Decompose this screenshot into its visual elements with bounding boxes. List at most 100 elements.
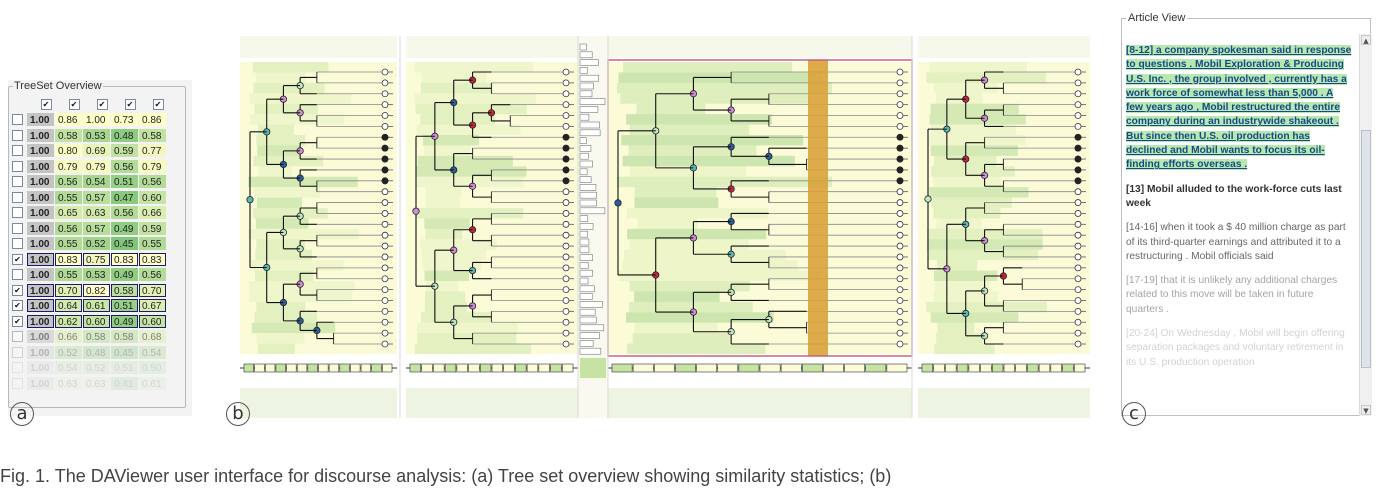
row-checkbox[interactable] bbox=[12, 176, 23, 188]
similarity-cell[interactable]: 0.58 bbox=[139, 128, 166, 142]
row-checkbox[interactable] bbox=[12, 362, 23, 374]
similarity-cell[interactable]: 0.83 bbox=[139, 252, 166, 266]
table-row[interactable]: 1.00 0.56 0.57 0.49 0.59 bbox=[8, 221, 186, 237]
similarity-cell[interactable]: 0.62 bbox=[55, 314, 82, 328]
row-checkbox[interactable] bbox=[12, 377, 23, 389]
similarity-cell[interactable]: 0.51 bbox=[111, 299, 138, 313]
similarity-cell[interactable]: 0.86 bbox=[139, 113, 166, 127]
table-row[interactable]: 1.00 0.56 0.54 0.51 0.56 bbox=[8, 174, 186, 190]
similarity-cell[interactable]: 0.54 bbox=[83, 175, 110, 189]
table-row[interactable]: 1.00 0.65 0.63 0.56 0.66 bbox=[8, 205, 186, 221]
table-row[interactable]: 1.00 0.55 0.53 0.49 0.56 bbox=[8, 267, 186, 283]
row-checkbox[interactable] bbox=[12, 331, 23, 343]
similarity-cell[interactable]: 1.00 bbox=[27, 175, 54, 189]
tree-view-panel[interactable] bbox=[240, 36, 1093, 418]
similarity-cell[interactable]: 0.68 bbox=[139, 330, 166, 344]
similarity-cell[interactable]: 1.00 bbox=[27, 299, 54, 313]
article-paragraph[interactable]: [17-19] that it is unlikely any addition… bbox=[1126, 274, 1352, 317]
similarity-cell[interactable]: 0.58 bbox=[111, 283, 138, 297]
article-text-area[interactable]: [8-12] a company spokesman said in respo… bbox=[1126, 44, 1352, 416]
similarity-cell[interactable]: 0.49 bbox=[111, 314, 138, 328]
similarity-cell[interactable]: 0.61 bbox=[139, 376, 166, 390]
similarity-cell[interactable]: 0.45 bbox=[111, 237, 138, 251]
column-checkbox[interactable]: ✔ bbox=[152, 98, 164, 110]
similarity-cell[interactable]: 0.86 bbox=[55, 113, 82, 127]
similarity-cell[interactable]: 0.56 bbox=[139, 175, 166, 189]
column-checkbox[interactable]: ✔ bbox=[68, 98, 80, 110]
scroll-up-arrow-icon[interactable]: ▲ bbox=[1361, 35, 1371, 45]
similarity-cell[interactable]: 1.00 bbox=[27, 221, 54, 235]
similarity-cell[interactable]: 0.57 bbox=[83, 190, 110, 204]
similarity-cell[interactable]: 0.56 bbox=[111, 159, 138, 173]
table-row[interactable]: 1.00 0.55 0.52 0.45 0.55 bbox=[8, 236, 186, 252]
similarity-cell[interactable]: 0.66 bbox=[55, 330, 82, 344]
similarity-cell[interactable]: 0.58 bbox=[55, 128, 82, 142]
similarity-cell[interactable]: 1.00 bbox=[27, 252, 54, 266]
row-checkbox[interactable] bbox=[12, 238, 23, 250]
similarity-cell[interactable]: 0.69 bbox=[83, 144, 110, 158]
column-checkbox[interactable]: ✔ bbox=[40, 98, 52, 110]
similarity-cell[interactable]: 0.52 bbox=[55, 345, 82, 359]
similarity-cell[interactable]: 0.52 bbox=[83, 361, 110, 375]
similarity-cell[interactable]: 0.47 bbox=[111, 190, 138, 204]
similarity-cell[interactable]: 0.53 bbox=[83, 128, 110, 142]
similarity-cell[interactable]: 0.61 bbox=[83, 299, 110, 313]
similarity-cell[interactable]: 0.83 bbox=[55, 252, 82, 266]
scroll-down-arrow-icon[interactable]: ▼ bbox=[1361, 405, 1371, 415]
similarity-cell[interactable]: 0.63 bbox=[83, 376, 110, 390]
similarity-cell[interactable]: 1.00 bbox=[83, 113, 110, 127]
row-checkbox[interactable] bbox=[12, 222, 23, 234]
similarity-cell[interactable]: 0.65 bbox=[55, 206, 82, 220]
similarity-cell[interactable]: 0.70 bbox=[55, 283, 82, 297]
similarity-cell[interactable]: 1.00 bbox=[27, 206, 54, 220]
similarity-cell[interactable]: 0.51 bbox=[111, 175, 138, 189]
row-checkbox[interactable]: ✔ bbox=[12, 253, 23, 265]
similarity-cell[interactable]: 1.00 bbox=[27, 268, 54, 282]
similarity-cell[interactable]: 0.54 bbox=[139, 345, 166, 359]
table-row[interactable]: ✔ 1.00 0.83 0.75 0.83 0.83 bbox=[8, 252, 186, 268]
table-row[interactable]: ✔ 1.00 0.62 0.60 0.49 0.60 bbox=[8, 314, 186, 330]
similarity-cell[interactable]: 0.63 bbox=[83, 206, 110, 220]
row-checkbox[interactable] bbox=[12, 114, 23, 126]
similarity-cell[interactable]: 0.53 bbox=[83, 268, 110, 282]
table-row[interactable]: ✔ 1.00 0.64 0.61 0.51 0.67 bbox=[8, 298, 186, 314]
similarity-cell[interactable]: 0.63 bbox=[55, 376, 82, 390]
similarity-cell[interactable]: 0.48 bbox=[111, 128, 138, 142]
similarity-cell[interactable]: 1.00 bbox=[27, 128, 54, 142]
row-checkbox[interactable] bbox=[12, 160, 23, 172]
similarity-cell[interactable]: 1.00 bbox=[27, 190, 54, 204]
row-checkbox[interactable] bbox=[12, 191, 23, 203]
column-checkbox[interactable]: ✔ bbox=[96, 98, 108, 110]
similarity-cell[interactable]: 0.79 bbox=[139, 159, 166, 173]
table-row[interactable]: 1.00 0.55 0.57 0.47 0.60 bbox=[8, 190, 186, 206]
similarity-cell[interactable]: 0.56 bbox=[111, 206, 138, 220]
similarity-cell[interactable]: 0.56 bbox=[55, 221, 82, 235]
similarity-cell[interactable]: 0.64 bbox=[55, 299, 82, 313]
similarity-cell[interactable]: 0.45 bbox=[111, 345, 138, 359]
table-row[interactable]: 1.00 0.63 0.63 0.41 0.61 bbox=[8, 376, 186, 392]
similarity-cell[interactable]: 0.41 bbox=[111, 376, 138, 390]
similarity-cell[interactable]: 0.79 bbox=[83, 159, 110, 173]
similarity-cell[interactable]: 1.00 bbox=[27, 361, 54, 375]
similarity-cell[interactable]: 0.50 bbox=[139, 361, 166, 375]
table-row[interactable]: 1.00 0.79 0.79 0.56 0.79 bbox=[8, 159, 186, 175]
similarity-cell[interactable]: 1.00 bbox=[27, 376, 54, 390]
row-checkbox[interactable] bbox=[12, 207, 23, 219]
similarity-cell[interactable]: 0.67 bbox=[139, 299, 166, 313]
similarity-cell[interactable]: 0.73 bbox=[111, 113, 138, 127]
similarity-cell[interactable]: 0.56 bbox=[55, 175, 82, 189]
row-checkbox[interactable]: ✔ bbox=[12, 315, 23, 327]
similarity-cell[interactable]: 0.70 bbox=[139, 283, 166, 297]
article-scrollbar[interactable]: ▲ ▼ bbox=[1359, 34, 1372, 416]
similarity-cell[interactable]: 0.56 bbox=[139, 268, 166, 282]
tree-comparison-canvas[interactable] bbox=[240, 36, 1093, 418]
similarity-cell[interactable]: 0.49 bbox=[111, 221, 138, 235]
table-row[interactable]: 1.00 0.80 0.69 0.59 0.77 bbox=[8, 143, 186, 159]
similarity-cell[interactable]: 0.75 bbox=[83, 252, 110, 266]
similarity-cell[interactable]: 0.82 bbox=[83, 283, 110, 297]
similarity-cell[interactable]: 0.48 bbox=[83, 345, 110, 359]
similarity-cell[interactable]: 0.59 bbox=[139, 221, 166, 235]
similarity-cell[interactable]: 0.55 bbox=[55, 237, 82, 251]
similarity-cell[interactable]: 1.00 bbox=[27, 237, 54, 251]
article-paragraph[interactable]: [20-24] On Wednesday , Mobil will begin … bbox=[1126, 327, 1352, 370]
